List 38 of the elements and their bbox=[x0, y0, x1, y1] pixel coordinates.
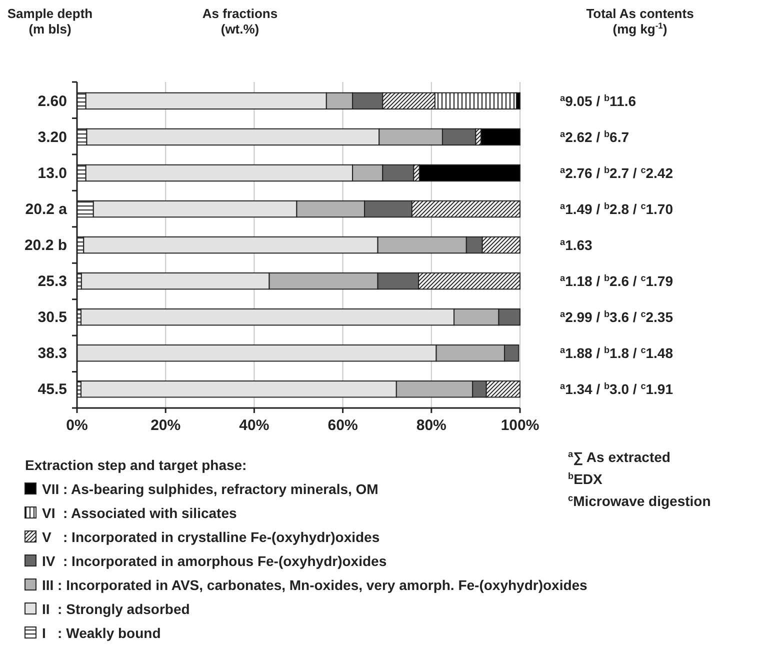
x-tick-label: 100% bbox=[500, 417, 540, 434]
text: $^{c}$Microwave digestion bbox=[568, 493, 711, 509]
x-tick-label: 0% bbox=[66, 417, 88, 434]
legend-label: IV : Incorporated in amorphous Fe-(oxyhydr)oxides bbox=[42, 553, 387, 569]
y-tick-label: 30.5 bbox=[38, 309, 67, 326]
text: $^{b}$EDX bbox=[568, 471, 604, 487]
y-tick-label: 38.3 bbox=[38, 345, 67, 362]
y-tick-label: 45.5 bbox=[38, 381, 67, 398]
legend-label: I : Weakly bound bbox=[42, 625, 161, 641]
text: $^{a}$1.63 bbox=[560, 237, 593, 253]
x-tick-label: 60% bbox=[328, 417, 358, 434]
text: Total As contents (mg kg$^{-1}$) bbox=[586, 6, 694, 37]
text: $^{a}$1.88 / $^{b}$1.8 / $^{c}$1.48 bbox=[560, 345, 674, 362]
x-tick-label: 80% bbox=[416, 417, 446, 434]
y-tick-label: 2.60 bbox=[38, 92, 67, 110]
y-tick-label: 20.2 a bbox=[25, 200, 68, 218]
legend-label: VI : Associated with silicates bbox=[42, 505, 237, 521]
legend-title: Extraction step and target phase: bbox=[25, 457, 247, 473]
text: $^{a}$1.18 / $^{b}$2.6 / $^{c}$1.79 bbox=[560, 273, 674, 290]
x-tick-label: 40% bbox=[239, 417, 270, 434]
text: $^{a}$∑ As extracted bbox=[568, 449, 670, 466]
y-tick-label: 20.2 b bbox=[24, 237, 67, 254]
y-axis-title: Sample depth (m bls) bbox=[7, 6, 93, 37]
legend-label: VII : As-bearing sulphides, refractory minerals, OM bbox=[42, 481, 378, 497]
text: $^{a}$2.62 / $^{b}$6.7 bbox=[560, 128, 630, 145]
text: $^{a}$9.05 / $^{b}$11.6 bbox=[560, 92, 636, 109]
text: $^{a}$2.76 / $^{b}$2.7 / $^{c}$2.42 bbox=[560, 164, 674, 181]
legend-label: III : Incorporated in AVS, carbonates, Mn-oxides, very amorph. Fe-(oxyhydr)oxides bbox=[42, 577, 588, 593]
x-axis-title: As fractions (wt.%) bbox=[202, 6, 278, 37]
text: $^{a}$2.99 / $^{b}$3.6 / $^{c}$2.35 bbox=[560, 309, 674, 326]
legend-label: V : Incorporated in crystalline Fe-(oxyhydr)oxides bbox=[42, 529, 380, 545]
y-tick-label: 13.0 bbox=[38, 164, 67, 182]
text: $^{a}$1.34 / $^{b}$3.0 / $^{c}$1.91 bbox=[560, 381, 674, 398]
text: $^{a}$1.49 / $^{b}$2.8 / $^{c}$1.70 bbox=[560, 200, 674, 217]
y-tick-label: 25.3 bbox=[38, 273, 67, 290]
x-tick-label: 20% bbox=[150, 417, 181, 434]
legend-label: II : Strongly adsorbed bbox=[42, 601, 190, 617]
y-tick-label: 3.20 bbox=[38, 128, 67, 146]
